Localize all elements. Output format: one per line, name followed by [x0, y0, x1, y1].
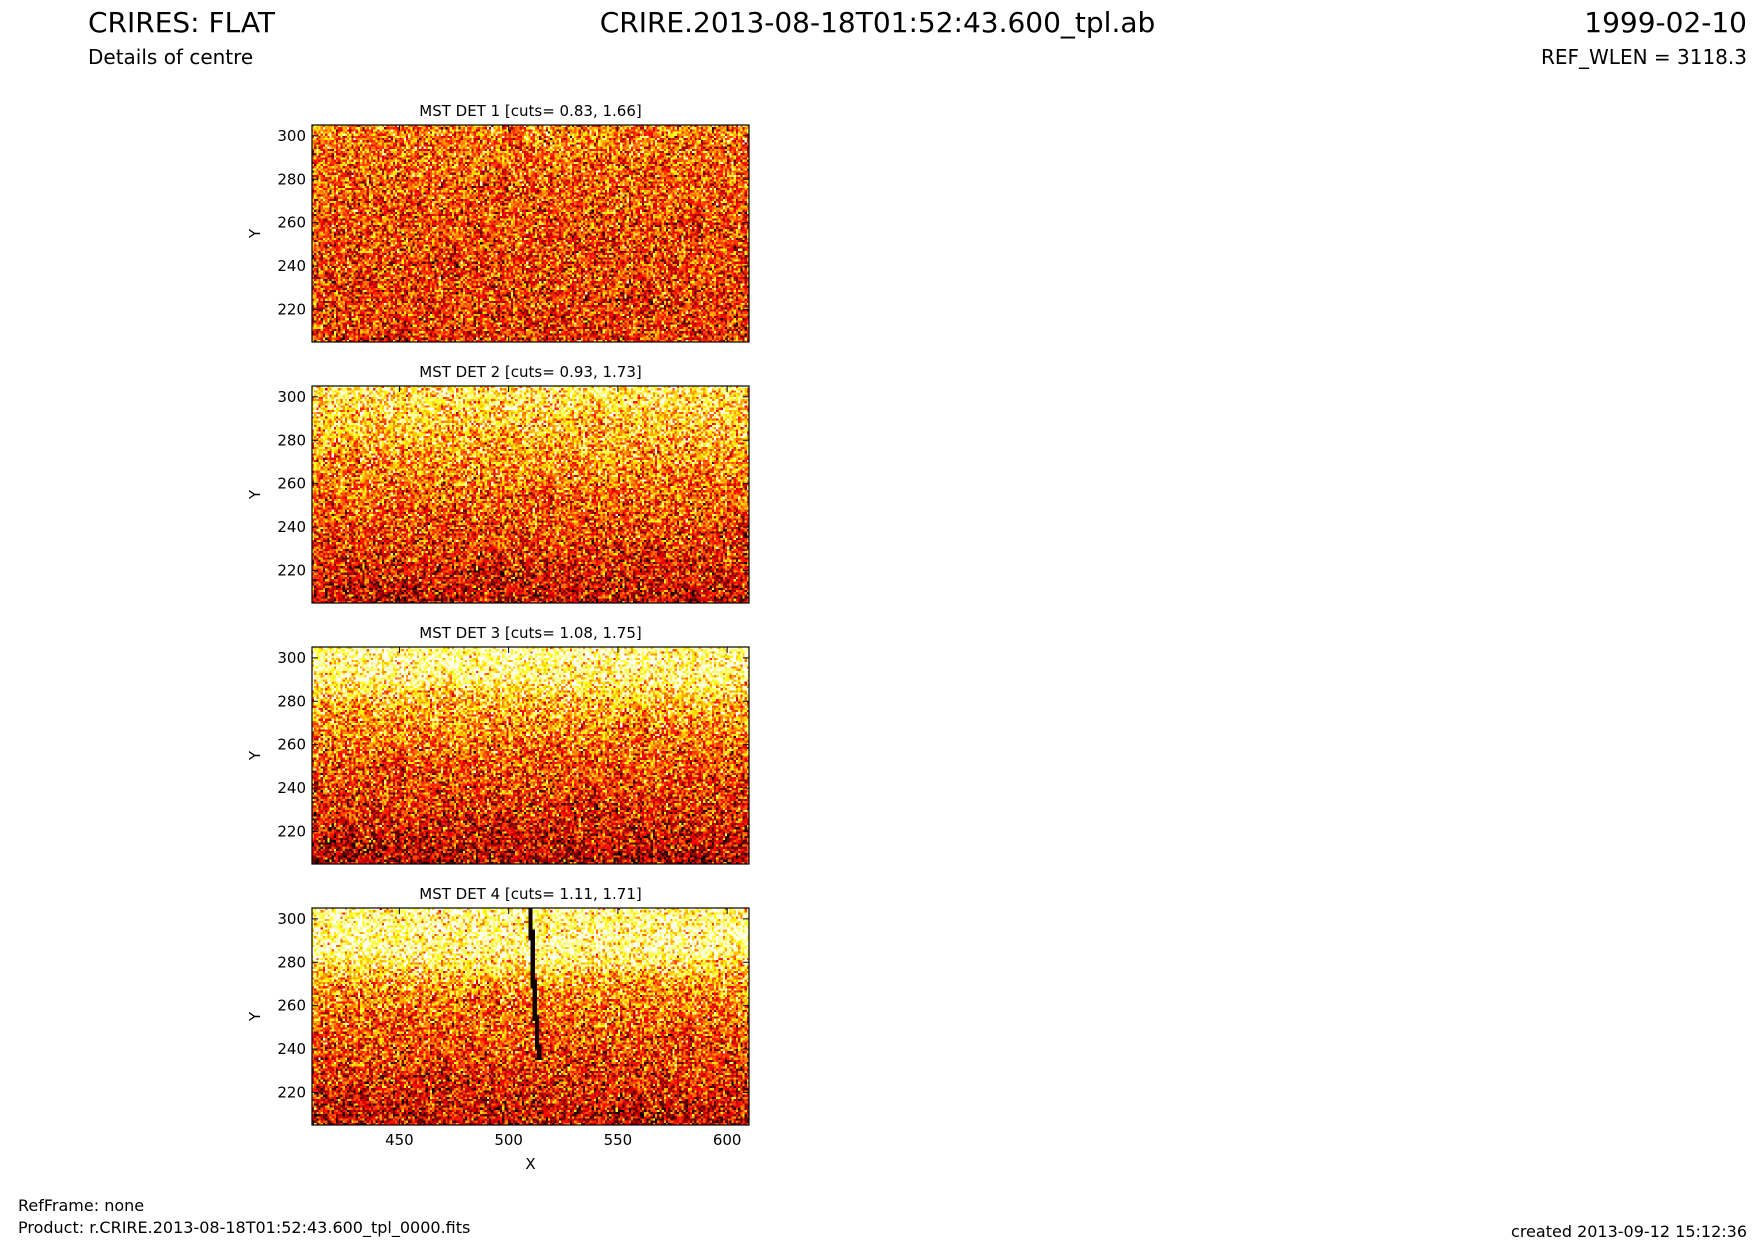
- y-tick-label: 220: [277, 822, 306, 840]
- plot-frame: [311, 907, 750, 1126]
- y-tick-label: 260: [277, 997, 306, 1015]
- y-tick-label: 220: [277, 300, 306, 318]
- plot-title: MST DET 3 [cuts= 1.08, 1.75]: [419, 624, 642, 642]
- y-tick-label: 260: [277, 214, 306, 232]
- y-tick-label: 220: [277, 561, 306, 579]
- y-tick-label: 280: [277, 170, 306, 188]
- y-tick-label: 280: [277, 692, 306, 710]
- y-axis-label: Y: [246, 750, 264, 761]
- y-tick-label: 240: [277, 1040, 306, 1058]
- x-tick-label: 550: [604, 1131, 633, 1149]
- heatmap-image: [312, 386, 749, 603]
- y-tick-label: 220: [277, 1083, 306, 1101]
- y-tick-label: 300: [277, 649, 306, 667]
- heatmap-image: [312, 125, 749, 342]
- plot-frame: [311, 385, 750, 604]
- report-subtitle: Details of centre: [88, 45, 254, 69]
- plot-frame: [311, 646, 750, 865]
- footer-created: created 2013-09-12 15:12:36: [1511, 1222, 1747, 1241]
- x-axis-label: X: [525, 1155, 535, 1173]
- y-axis-label: Y: [246, 489, 264, 500]
- y-tick-label: 300: [277, 127, 306, 145]
- x-tick-label: 500: [494, 1131, 523, 1149]
- y-tick-label: 280: [277, 953, 306, 971]
- plot-panel-4: MST DET 4 [cuts= 1.11, 1.71] 220 240 260 280…: [246, 885, 750, 1173]
- y-tick-label: 240: [277, 518, 306, 536]
- heatmap-image: [312, 908, 749, 1125]
- x-tick-label: 450: [385, 1131, 414, 1149]
- y-tick-label: 240: [277, 779, 306, 797]
- heatmap-image: [312, 647, 749, 864]
- y-tick-label: 240: [277, 257, 306, 275]
- y-tick-label: 300: [277, 388, 306, 406]
- file-name: CRIRE.2013-08-18T01:52:43.600_tpl.ab: [599, 6, 1156, 39]
- plot-panel-1: MST DET 1 [cuts= 0.83, 1.66] 220 240 260 280…: [246, 102, 750, 343]
- y-tick-label: 260: [277, 475, 306, 493]
- plot-title: MST DET 4 [cuts= 1.11, 1.71]: [419, 885, 642, 903]
- observation-date: 1999-02-10: [1584, 6, 1747, 39]
- y-tick-label: 280: [277, 431, 306, 449]
- plot-title: MST DET 1 [cuts= 0.83, 1.66]: [419, 102, 642, 120]
- plot-panel-3: MST DET 3 [cuts= 1.08, 1.75] 220 240 260 280…: [246, 624, 750, 865]
- y-axis-label: Y: [246, 228, 264, 239]
- y-tick-label: 300: [277, 910, 306, 928]
- plot-frame: [311, 124, 750, 343]
- ref-wlen: REF_WLEN = 3118.3: [1540, 45, 1747, 69]
- plot-title: MST DET 2 [cuts= 0.93, 1.73]: [419, 363, 642, 381]
- footer-refframe: RefFrame: none: [18, 1196, 145, 1215]
- y-axis-label: Y: [246, 1011, 264, 1022]
- x-tick-label: 600: [713, 1131, 742, 1149]
- footer-product: Product: r.CRIRE.2013-08-18T01:52:43.600…: [18, 1218, 471, 1237]
- report-title: CRIRES: FLAT: [88, 6, 275, 39]
- y-tick-label: 260: [277, 736, 306, 754]
- plot-panel-2: MST DET 2 [cuts= 0.93, 1.73] 220 240 260 280…: [246, 363, 750, 604]
